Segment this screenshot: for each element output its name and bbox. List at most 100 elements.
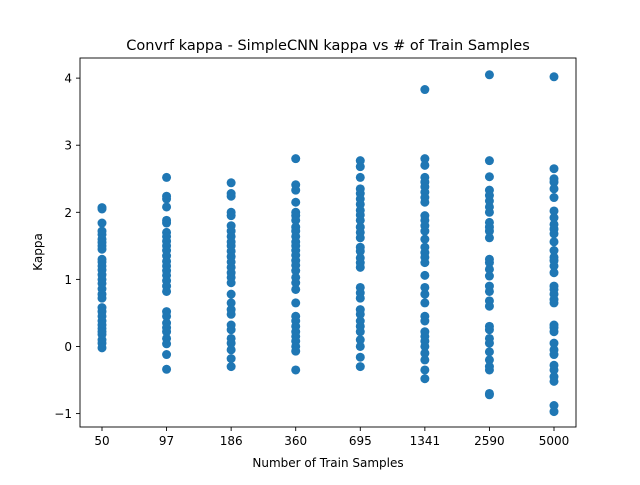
data-point bbox=[226, 211, 236, 221]
data-point bbox=[420, 316, 430, 326]
y-tick-label: 3 bbox=[64, 139, 72, 153]
data-point bbox=[420, 234, 430, 244]
data-point bbox=[226, 338, 236, 348]
data-point bbox=[549, 327, 559, 337]
data-point bbox=[355, 293, 365, 303]
data-point bbox=[484, 390, 494, 400]
data-point bbox=[355, 341, 365, 351]
y-tick-label: −1 bbox=[54, 407, 72, 421]
data-point bbox=[355, 172, 365, 182]
data-point bbox=[420, 85, 430, 95]
data-point bbox=[549, 268, 559, 278]
y-tick-label: 4 bbox=[64, 72, 72, 86]
data-point bbox=[484, 226, 494, 236]
data-point bbox=[291, 346, 301, 356]
data-point bbox=[484, 365, 494, 375]
data-point bbox=[549, 229, 559, 239]
x-axis-label: Number of Train Samples bbox=[252, 456, 403, 470]
data-point bbox=[291, 284, 301, 294]
y-tick-label: 2 bbox=[64, 206, 72, 220]
axes-frame bbox=[79, 57, 577, 428]
data-point bbox=[226, 362, 236, 372]
data-point bbox=[484, 301, 494, 311]
data-point bbox=[549, 237, 559, 247]
x-tick-label: 1341 bbox=[410, 434, 441, 448]
x-tick-label: 97 bbox=[159, 434, 174, 448]
data-point bbox=[355, 309, 365, 319]
data-point bbox=[549, 261, 559, 271]
x-tick-label: 50 bbox=[94, 434, 109, 448]
data-point bbox=[549, 407, 559, 417]
data-point bbox=[291, 298, 301, 308]
data-point bbox=[549, 338, 559, 348]
data-point bbox=[162, 311, 172, 321]
data-point bbox=[549, 376, 559, 386]
data-point bbox=[420, 341, 430, 351]
data-point bbox=[162, 327, 172, 337]
data-point bbox=[162, 364, 172, 374]
data-point bbox=[484, 207, 494, 217]
data-point bbox=[355, 162, 365, 172]
x-tick-label: 186 bbox=[220, 434, 243, 448]
data-point bbox=[549, 206, 559, 216]
y-axis-label: Kappa bbox=[31, 233, 45, 271]
data-point bbox=[549, 350, 559, 360]
data-point bbox=[549, 72, 559, 82]
data-point bbox=[291, 266, 301, 276]
data-point bbox=[484, 271, 494, 281]
data-point bbox=[420, 197, 430, 207]
data-point bbox=[226, 278, 236, 288]
chart-title: Convrf kappa - SimpleCNN kappa vs # of T… bbox=[126, 38, 530, 54]
data-point bbox=[355, 233, 365, 243]
data-point bbox=[484, 156, 494, 166]
data-point bbox=[420, 282, 430, 292]
data-point bbox=[484, 172, 494, 182]
data-point bbox=[420, 298, 430, 308]
data-point bbox=[549, 164, 559, 174]
data-point bbox=[162, 218, 172, 228]
data-point bbox=[549, 298, 559, 308]
data-point bbox=[291, 185, 301, 195]
data-point bbox=[97, 204, 107, 214]
data-point bbox=[549, 177, 559, 187]
y-tick-label: 0 bbox=[64, 340, 72, 354]
data-point bbox=[549, 246, 559, 256]
data-point bbox=[291, 197, 301, 207]
data-point bbox=[355, 246, 365, 256]
data-point bbox=[291, 154, 301, 164]
data-point bbox=[226, 325, 236, 335]
data-point bbox=[97, 244, 107, 254]
data-point bbox=[226, 354, 236, 364]
data-point bbox=[420, 348, 430, 358]
data-point bbox=[355, 215, 365, 225]
data-point bbox=[226, 191, 236, 201]
data-point bbox=[355, 335, 365, 345]
data-point bbox=[355, 352, 365, 362]
data-point bbox=[484, 338, 494, 348]
data-point bbox=[162, 202, 172, 212]
data-point bbox=[420, 154, 430, 164]
data-point bbox=[420, 258, 430, 268]
data-point bbox=[484, 264, 494, 274]
data-point bbox=[420, 226, 430, 236]
data-point bbox=[484, 355, 494, 365]
data-point bbox=[226, 345, 236, 355]
data-point bbox=[420, 355, 430, 365]
data-point bbox=[355, 262, 365, 272]
x-tick-label: 5000 bbox=[539, 434, 570, 448]
data-point bbox=[97, 293, 107, 303]
data-point bbox=[420, 289, 430, 299]
data-point bbox=[484, 258, 494, 268]
marks-layer bbox=[97, 70, 559, 417]
data-point bbox=[162, 194, 172, 204]
data-point bbox=[162, 350, 172, 360]
data-point bbox=[226, 289, 236, 299]
data-point bbox=[549, 193, 559, 203]
x-tick-label: 360 bbox=[284, 434, 307, 448]
data-point bbox=[420, 270, 430, 280]
data-point bbox=[484, 286, 494, 296]
data-point bbox=[291, 365, 301, 375]
data-point bbox=[291, 278, 301, 288]
